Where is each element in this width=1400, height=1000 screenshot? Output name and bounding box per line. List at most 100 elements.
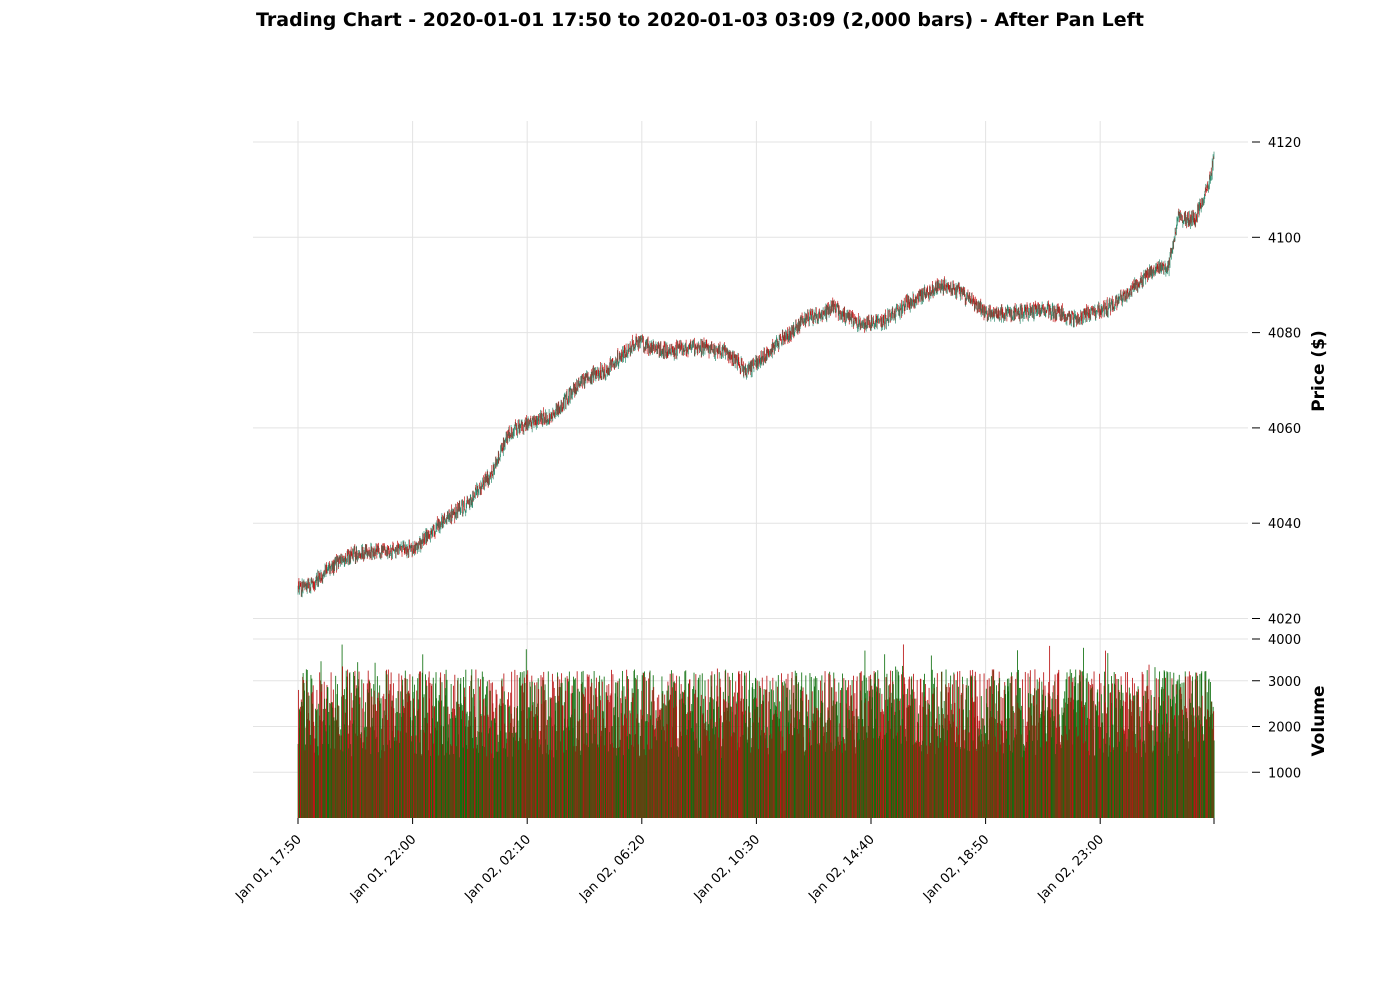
volume-bar	[338, 706, 340, 818]
volume-bar	[444, 688, 446, 818]
volume-bar	[385, 715, 387, 818]
volume-bar	[416, 710, 418, 818]
volume-bar	[1004, 685, 1006, 818]
volume-bar	[1122, 700, 1124, 818]
volume-bar	[428, 671, 430, 818]
volume-bar	[793, 685, 795, 818]
volume-bar	[441, 744, 443, 818]
volume-bar	[540, 744, 541, 818]
volume-bar	[1058, 669, 1060, 818]
volume-bar	[659, 715, 661, 818]
volume-bar	[457, 677, 459, 818]
volume-bar	[739, 736, 741, 818]
volume-bar	[1010, 676, 1012, 818]
volume-bar	[329, 703, 331, 818]
volume-bar	[1164, 742, 1166, 818]
volume-bar	[1203, 740, 1205, 818]
volume-bar	[814, 676, 816, 818]
volume-bar	[1198, 706, 1200, 818]
volume-bar	[655, 718, 657, 818]
volume-bar	[884, 654, 886, 818]
volume-bar	[410, 700, 412, 818]
volume-bar	[325, 708, 327, 818]
volume-bar	[688, 720, 690, 818]
volume-bar	[349, 720, 351, 818]
volume-bar	[518, 677, 520, 818]
volume-bar	[1117, 732, 1119, 818]
volume-bar	[348, 748, 349, 818]
volume-bar	[640, 709, 642, 818]
volume-bar	[335, 720, 337, 818]
volume-bar	[612, 674, 614, 818]
volume-bar	[309, 734, 311, 818]
volume-bar	[444, 674, 446, 818]
volume-bar	[1040, 711, 1042, 818]
volume-bar	[337, 727, 339, 818]
volume-bar	[678, 676, 680, 818]
volume-bar	[546, 725, 548, 818]
volume-bar	[984, 734, 986, 818]
volume-bar	[1140, 727, 1142, 818]
volume-bar	[490, 726, 492, 818]
volume-bar	[1076, 700, 1078, 818]
volume-bar	[523, 671, 525, 818]
volume-bar	[1043, 715, 1045, 818]
volume-bar	[368, 679, 370, 818]
volume-bar	[533, 730, 535, 818]
volume-bar	[935, 722, 937, 818]
volume-bar	[735, 681, 737, 818]
volume-bar	[726, 720, 727, 818]
volume-bar	[1080, 671, 1082, 818]
volume-bar	[402, 699, 404, 818]
volume-bar	[395, 713, 397, 818]
volume-bar	[495, 707, 497, 818]
volume-bar	[774, 710, 776, 818]
volume-bar	[764, 738, 766, 818]
volume-bar	[749, 717, 751, 818]
volume-bar	[1187, 748, 1189, 818]
volume-bar	[578, 721, 580, 818]
volume-bar	[958, 734, 960, 818]
volume-bar	[1183, 738, 1185, 818]
volume-bar	[1115, 707, 1117, 818]
volume-bar	[424, 732, 426, 818]
volume-bar	[550, 698, 552, 818]
volume-bar	[970, 675, 972, 818]
volume-bar	[740, 698, 742, 818]
volume-bar	[1001, 725, 1002, 818]
volume-bar	[496, 751, 498, 818]
volume-bar	[786, 697, 788, 818]
volume-bar	[1198, 715, 1199, 818]
volume-bar	[611, 743, 613, 818]
x-tick-label: Jan 02, 23:00	[1035, 832, 1107, 904]
volume-bar	[1178, 674, 1180, 818]
volume-bar	[887, 720, 889, 818]
volume-bar	[802, 700, 804, 818]
volume-bar	[593, 671, 595, 818]
volume-bar	[1201, 695, 1203, 818]
volume-bar	[403, 706, 404, 818]
volume-bar	[392, 695, 394, 818]
volume-bar	[964, 729, 966, 818]
volume-bar	[605, 692, 607, 818]
volume-bar	[321, 684, 323, 818]
volume-bar	[598, 681, 600, 818]
volume-bar	[1122, 692, 1124, 818]
volume-bar	[918, 741, 920, 818]
volume-bar	[1121, 727, 1123, 818]
volume-bar	[472, 748, 474, 818]
volume-bar	[797, 684, 799, 818]
volume-bar	[713, 709, 715, 818]
volume-bar	[773, 715, 775, 818]
volume-bar	[645, 755, 647, 818]
volume-bar	[579, 719, 581, 818]
volume-bar	[911, 698, 913, 818]
volume-bar	[1178, 715, 1180, 818]
volume-bar	[1190, 702, 1192, 818]
volume-bar	[634, 734, 636, 818]
volume-bar	[1152, 752, 1154, 818]
volume-bar	[871, 685, 873, 818]
volume-bar	[305, 669, 307, 818]
volume-bar	[1100, 694, 1102, 818]
volume-bar	[316, 689, 318, 818]
